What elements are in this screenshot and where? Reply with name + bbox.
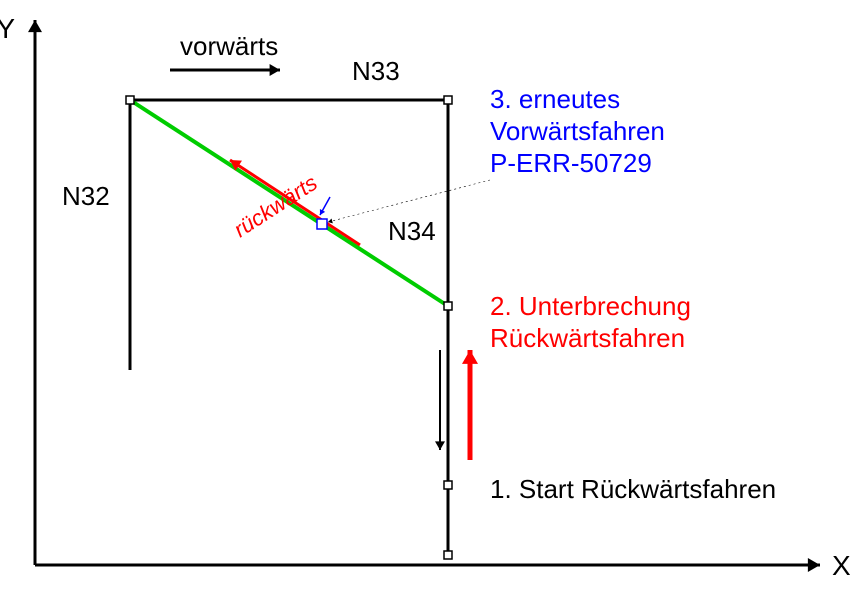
blue-small-arrow <box>320 197 330 215</box>
node-marker <box>444 481 452 489</box>
label-rueckwaerts: rückwärts <box>229 170 322 242</box>
annotation-step3-line: P-ERR-50729 <box>490 148 652 178</box>
arrowhead <box>328 218 333 223</box>
annotation-step3-line: 3. erneutes <box>490 84 620 114</box>
arrow <box>435 350 445 450</box>
node-marker <box>126 96 134 104</box>
arrowhead <box>28 20 42 32</box>
annotation-step3-line: Vorwärtsfahren <box>490 116 665 146</box>
arrow <box>170 64 280 76</box>
annotation-step2: 2. UnterbrechungRückwärtsfahren <box>490 291 691 353</box>
annotation-step1: 1. Start Rückwärtsfahren <box>490 474 776 504</box>
arrowhead <box>462 350 478 364</box>
label-n33: N33 <box>352 56 400 86</box>
label-n32: N32 <box>62 181 110 211</box>
node-marker <box>444 96 452 104</box>
blue-node-marker <box>317 219 327 229</box>
annotation-step1-line: 1. Start Rückwärtsfahren <box>490 474 776 504</box>
arrow <box>462 350 478 460</box>
label-vorwaerts: vorwärts <box>180 31 278 61</box>
x-axis-label: X <box>832 550 851 581</box>
arrowhead <box>270 64 280 76</box>
path-main <box>130 100 448 555</box>
node-marker <box>444 551 452 559</box>
annotation-step2-line: Rückwärtsfahren <box>490 323 685 353</box>
arrowhead <box>808 558 820 572</box>
annotation-step3: 3. erneutesVorwärtsfahrenP-ERR-50729 <box>490 84 665 178</box>
node-marker <box>444 302 452 310</box>
arrowhead <box>435 441 445 450</box>
annotation-step2-line: 2. Unterbrechung <box>490 291 691 321</box>
y-axis-label: Y <box>0 13 15 44</box>
label-n34: N34 <box>388 216 436 246</box>
